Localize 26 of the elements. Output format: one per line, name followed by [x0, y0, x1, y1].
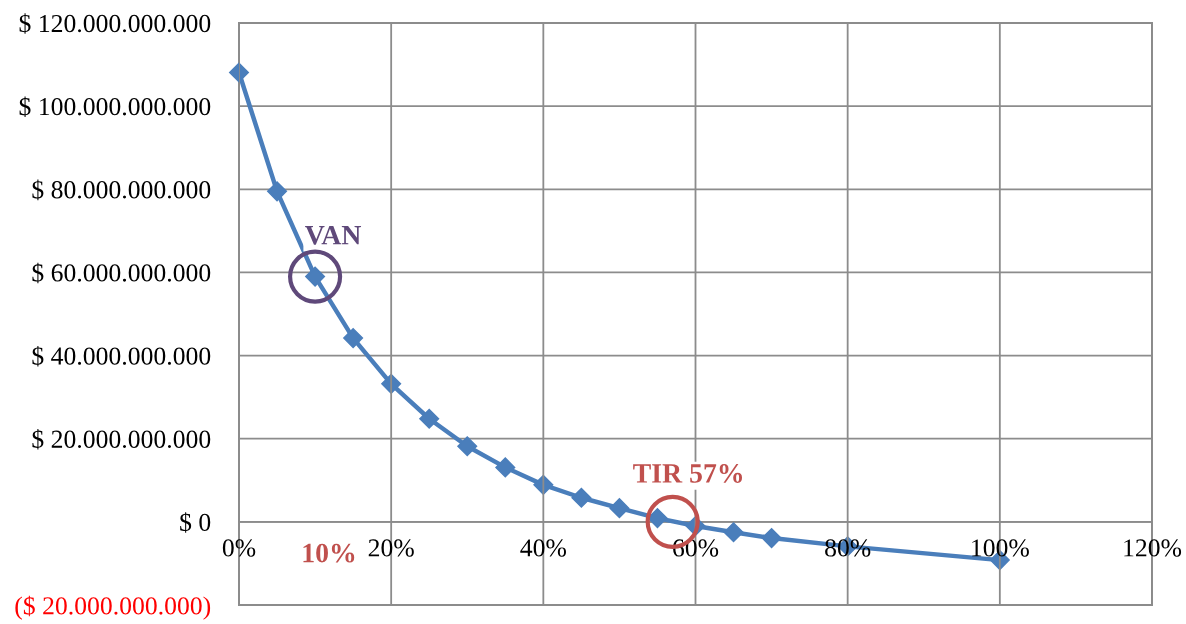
point [571, 487, 592, 508]
point [723, 522, 744, 543]
point [343, 328, 364, 349]
y-tick-label: $ 100.000.000.000 [19, 96, 211, 118]
point [647, 508, 668, 529]
y-tick-label: $ 60.000.000.000 [32, 262, 211, 284]
y-tick-label: $ 40.000.000.000 [32, 345, 211, 367]
y-tick-label: ($ 20.000.000.000) [15, 595, 211, 620]
point [267, 181, 288, 202]
y-tick-label: $ 80.000.000.000 [32, 179, 211, 201]
y-tick-label: $ 120.000.000.000 [19, 13, 211, 34]
x-tick-label: 0% [222, 539, 256, 557]
x-tick-label: 40% [520, 539, 567, 557]
x-tick-label: 120% [1124, 539, 1182, 557]
annotation: VAN [305, 225, 362, 245]
point [495, 457, 516, 478]
annotation: 10% [303, 543, 355, 563]
point [457, 436, 478, 457]
point [609, 498, 630, 519]
y-tick-label: $ 0 [180, 512, 211, 533]
point [761, 528, 782, 549]
x-tick-label: 100% [972, 539, 1029, 557]
x-tick-label: 20% [368, 539, 414, 557]
annotation: TIR 57% [633, 464, 743, 483]
y-tick-label: $ 20.000.000.000 [32, 429, 211, 450]
point [419, 408, 440, 429]
